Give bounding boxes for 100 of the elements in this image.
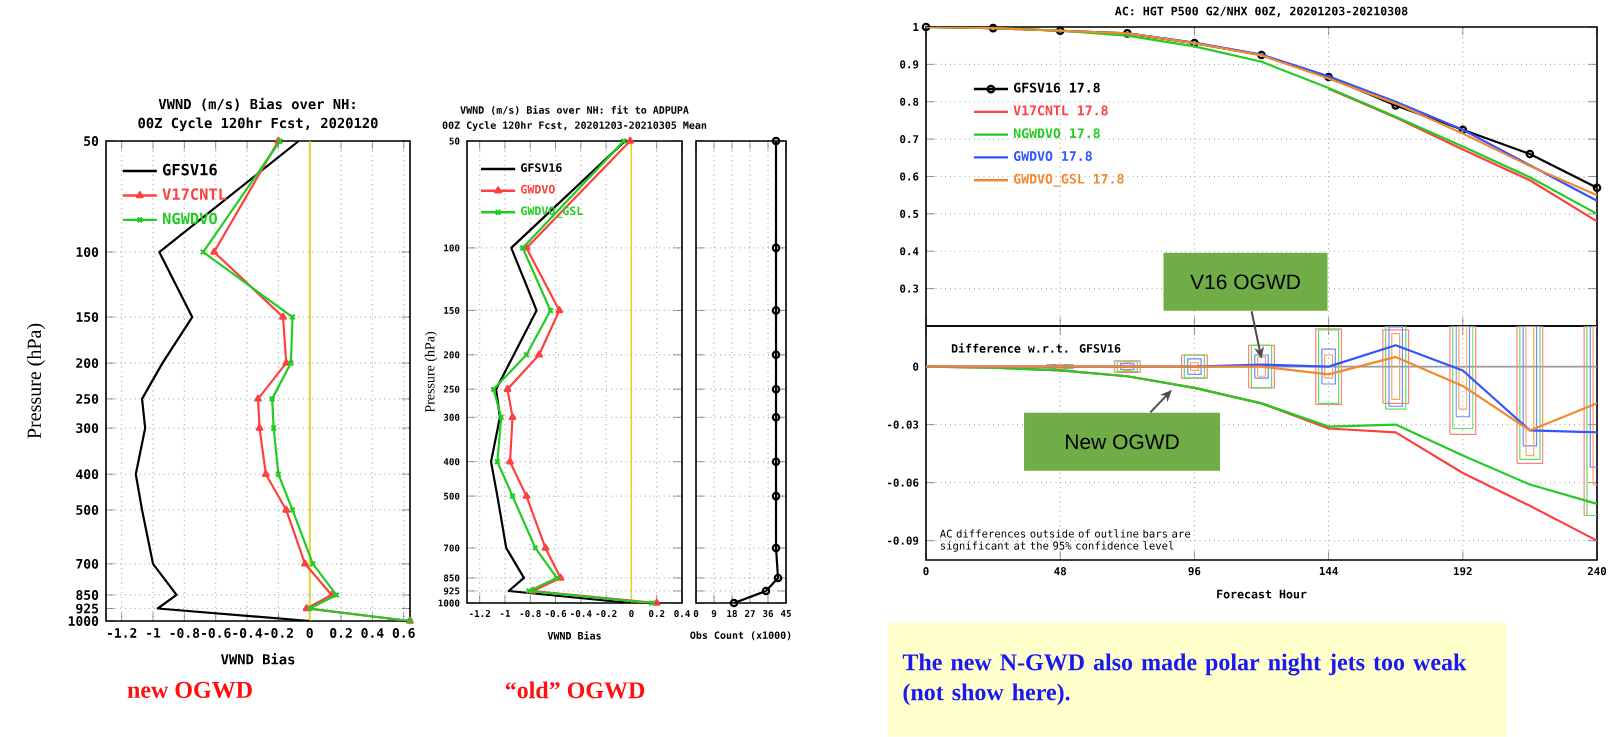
point: [1123, 29, 1132, 38]
point: [522, 491, 531, 499]
annotation: New OGWD: [1066, 434, 1179, 450]
y-tick-label: 0.4: [900, 247, 919, 256]
point: [541, 543, 550, 551]
chart-title: VWND (m/s) Bias over NH: fit to ADPUPA: [460, 105, 689, 115]
point: [503, 384, 512, 392]
x-tick-label: 0.6: [392, 628, 415, 638]
y-axis-title: Pressure (hPa): [424, 331, 438, 413]
point: [519, 244, 527, 252]
y-tick-label: 0: [913, 362, 919, 371]
legend-label: V17CNTL 17.8: [1013, 105, 1108, 116]
point: [771, 413, 781, 422]
annotation: AC differences outside of outline bars are significant at the 95% confidence level: [939, 529, 1191, 552]
x-axis-title: Forecast Hour: [1217, 589, 1307, 599]
point: [289, 313, 296, 321]
x-tick-label: -0.8: [170, 628, 200, 638]
legend-label: GWDVO_GSL 17.8: [1013, 173, 1124, 187]
x-tick-label: -0.4: [571, 610, 592, 618]
x-tick-label: 36: [763, 610, 774, 618]
y-tick-label: 50: [449, 137, 460, 145]
legend-label: NGWDVO 17.8: [1013, 128, 1100, 139]
y-tick-label: 925: [443, 587, 460, 595]
point: [282, 505, 291, 513]
y-tick-label: 1: [913, 23, 919, 31]
x-tick-label: -0.6: [201, 628, 231, 638]
x-tick-label: 0: [693, 610, 699, 618]
text: Difference w.r.t. GFSV16: [951, 343, 1121, 353]
bar: [1455, 325, 1471, 418]
line-series: [1327, 87, 1598, 223]
y-tick-label: 200: [443, 351, 460, 359]
point: [1055, 26, 1065, 36]
y-tick-label: 0.6: [900, 172, 919, 181]
x-tick-label: 9: [711, 610, 717, 618]
legend-label: V17CNTL: [162, 188, 227, 200]
x-tick-label: 0.2: [330, 628, 352, 638]
x-tick-label: 0.4: [674, 610, 690, 618]
y-tick-label: 250: [443, 385, 460, 393]
point: [279, 312, 287, 320]
y-tick-label: 300: [76, 423, 99, 434]
x-tick-label: -0.4: [233, 628, 263, 638]
legend-label: GWDVO 17.8: [1013, 151, 1092, 162]
x-axis-title: Obs Count (x1000): [690, 631, 791, 641]
x-tick-label: 27: [744, 610, 755, 617]
legend-label: GFSV16 17.8: [1013, 82, 1100, 93]
y-axis-title: Pressure (hPa): [26, 323, 46, 439]
y-tick-label: -0.09: [888, 536, 919, 545]
point: [771, 457, 781, 466]
y-tick-label: 1000: [438, 599, 460, 607]
annotation: V16 OGWD: [1190, 274, 1300, 290]
legend-label: GFSV16: [521, 163, 562, 173]
chart-subtitle: 00Z Cycle 120hr Fcst, 2020120: [138, 117, 378, 131]
point: [988, 23, 998, 33]
y-tick-label: 700: [443, 544, 460, 552]
y-tick-label: 100: [76, 247, 99, 257]
y-tick-label: 850: [443, 574, 460, 582]
bar: [1522, 325, 1538, 447]
y-tick-label: -0.03: [888, 420, 919, 429]
chart-subtitle: 00Z Cycle 120hr Fcst, 20201203-20210305 Mean: [442, 121, 707, 131]
point: [301, 559, 309, 567]
y-tick-label: 0.3: [900, 284, 919, 293]
y-tick-label: 850: [76, 590, 99, 600]
point: [255, 423, 264, 431]
x-tick-label: 240: [1587, 567, 1607, 576]
point: [497, 413, 505, 421]
x-tick-label: -1.2: [469, 610, 490, 617]
x-tick-label: 18: [727, 610, 737, 618]
point: [1190, 38, 1199, 48]
point: [254, 394, 262, 402]
point: [771, 243, 781, 253]
x-tick-label: -0.6: [545, 610, 567, 618]
y-tick-label: 150: [76, 312, 99, 322]
x-tick-label: -0.8: [520, 610, 541, 618]
y-tick-label: 925: [76, 603, 99, 614]
text: The new N-GWD also made polar night jets too weak (not show here).: [902, 653, 1467, 706]
x-axis-title: VWND Bias: [547, 631, 601, 640]
y-tick-label: 700: [76, 558, 99, 569]
point: [771, 350, 781, 360]
y-tick-label: 200: [76, 358, 99, 369]
y-tick-label: 0.9: [900, 60, 919, 69]
y-tick-label: 0.7: [900, 135, 919, 144]
legend-label: GFSV16: [162, 163, 217, 176]
x-tick-label: -1: [147, 628, 161, 638]
y-tick-label: 0.8: [900, 97, 919, 106]
x-tick-label: -1: [500, 610, 511, 617]
text: new OGWD: [127, 681, 252, 699]
bar: [1382, 329, 1410, 404]
point: [761, 586, 771, 596]
bar: [1449, 325, 1477, 435]
x-axis-title: VWND Bias: [221, 653, 295, 665]
x-tick-label: 144: [1319, 567, 1338, 575]
legend-label: GWDVO: [521, 184, 555, 194]
y-tick-label: 500: [76, 505, 99, 515]
x-tick-label: -0.2: [596, 610, 617, 618]
y-tick-label: 0.5: [900, 209, 919, 218]
x-tick-label: 96: [1188, 567, 1201, 576]
x-tick-label: -0.2: [264, 628, 293, 638]
point: [1257, 50, 1266, 60]
y-tick-label: 250: [76, 393, 99, 404]
point: [771, 306, 781, 315]
